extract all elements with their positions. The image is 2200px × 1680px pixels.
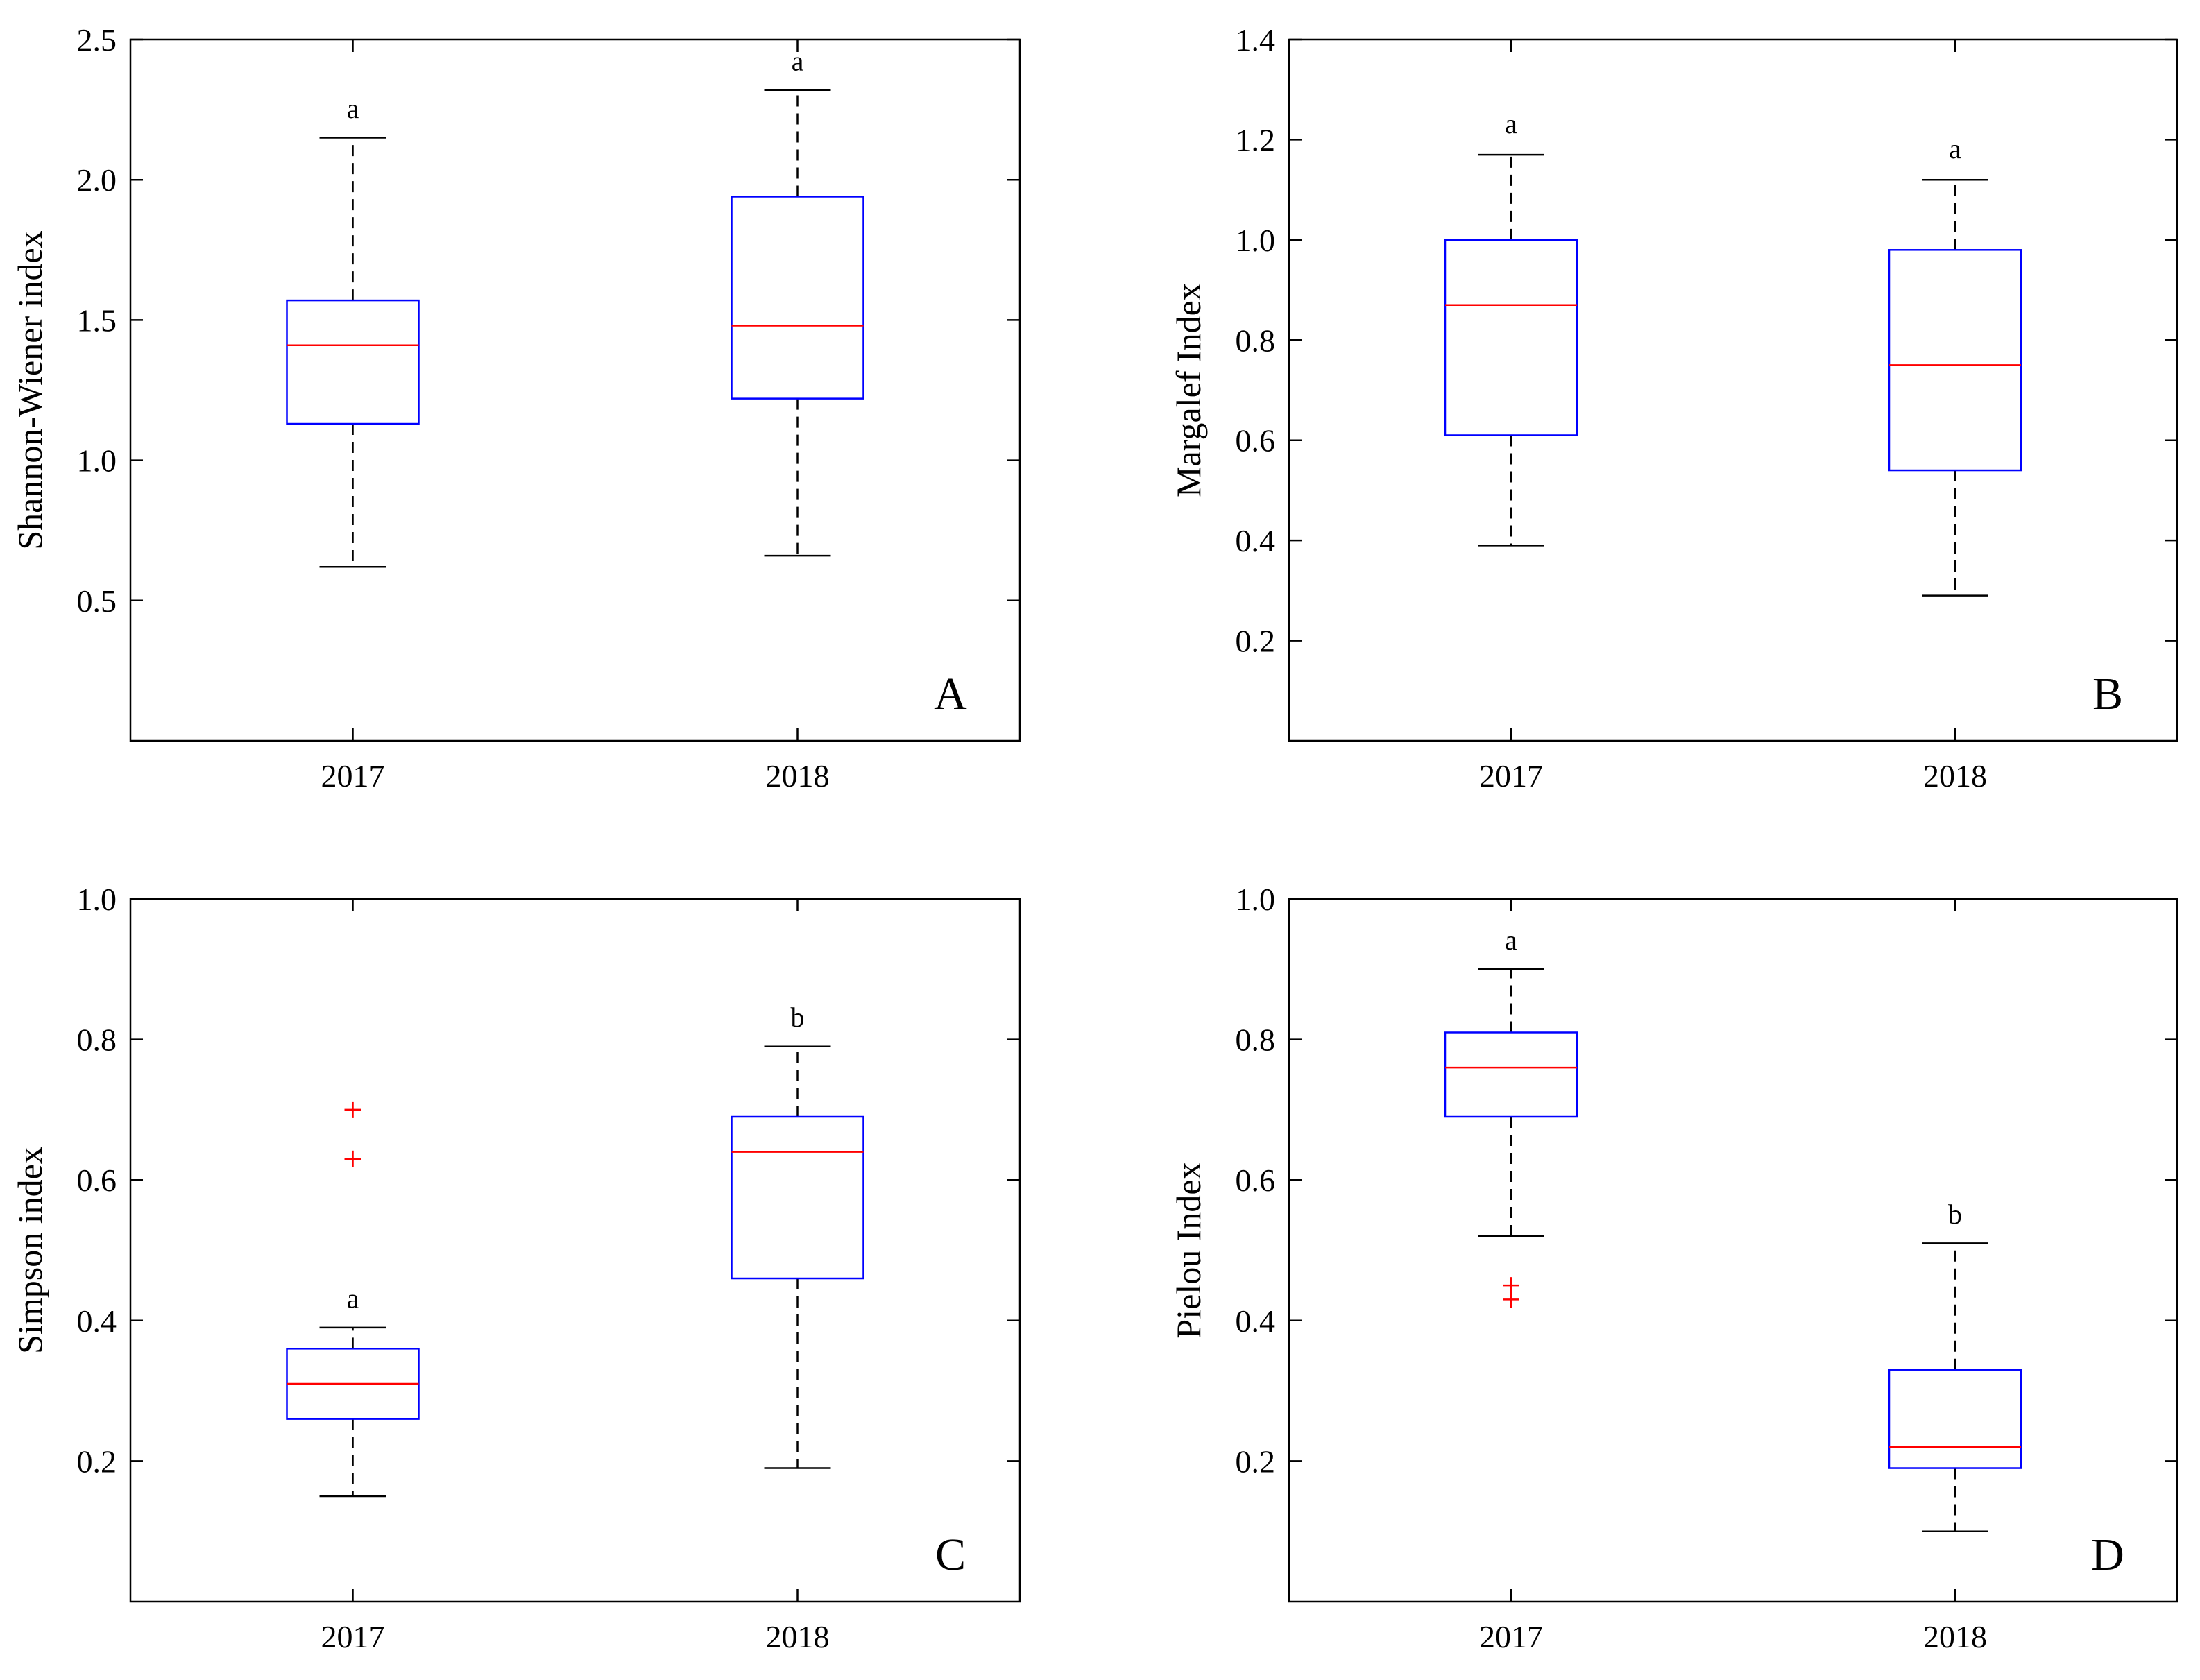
significance-letter: a [1949, 133, 1961, 164]
panel-letter: A [934, 669, 967, 719]
y-tick-label: 0.4 [1236, 523, 1276, 558]
panel-d: 0.2 0.4 0.6 0.8 1.0 2017 2018 Pielou Index Da b [1169, 882, 2178, 1654]
iqr-box [1888, 1369, 2022, 1469]
y-tick-label: 0.6 [77, 1163, 117, 1198]
y-tick-label: 1.2 [1236, 122, 1276, 157]
box-2017: a [286, 1101, 420, 1498]
y-tick-label: 1.0 [77, 443, 117, 479]
panel-c: 0.2 0.4 0.6 0.8 1.0 2017 2018 Simpson index Ca b [10, 882, 1021, 1654]
x-tick-label: 2018 [766, 1619, 830, 1654]
iqr-box [1444, 239, 1578, 436]
y-axis-label: Pielou Index [1169, 1162, 1208, 1338]
y-tick-label: 1.0 [1236, 223, 1276, 258]
outlier-marker [344, 1150, 361, 1167]
y-tick-label: 0.6 [1236, 1163, 1276, 1198]
axes-frame [129, 38, 1021, 742]
y-tick-label: 0.8 [77, 1022, 117, 1058]
box-2018: b [1888, 1199, 2022, 1532]
box-2017: a [1444, 108, 1578, 547]
iqr-box [286, 299, 420, 425]
y-tick-label: 2.5 [77, 22, 117, 58]
iqr-box [731, 196, 864, 400]
panel-letter: B [2092, 669, 2123, 719]
box-2018: a [731, 45, 864, 557]
box-2017: a [286, 93, 420, 568]
y-tick-label: 2.0 [77, 162, 117, 198]
box-2017: a [1444, 925, 1578, 1308]
panel-a: 0.5 1.0 1.5 2.0 2.5 2017 2018 Shannon-Wiener in… [10, 22, 1021, 794]
y-tick-label: 0.4 [77, 1303, 117, 1339]
x-tick-label: 2017 [1479, 1619, 1543, 1654]
significance-letter: a [792, 45, 804, 76]
significance-letter: b [1948, 1199, 1962, 1230]
outlier-marker [1503, 1291, 1519, 1308]
y-axis-label: Margalef Index [1169, 283, 1208, 497]
x-tick-label: 2018 [1923, 1619, 1987, 1654]
x-tick-label: 2018 [766, 758, 830, 794]
panel-letter: D [2091, 1529, 2124, 1580]
y-axis-label: Shannon-Wiener index [10, 230, 49, 549]
panel-b: 0.2 0.4 0.6 0.8 1.0 1.2 1.4 2017 2018 Margalef In… [1169, 22, 2178, 794]
y-tick-label: 0.8 [1236, 323, 1276, 358]
iqr-box [1444, 1031, 1578, 1118]
box-2018: a [1888, 133, 2022, 597]
y-tick-label: 0.2 [1236, 624, 1276, 659]
y-tick-label: 0.5 [77, 583, 117, 619]
y-tick-label: 0.6 [1236, 423, 1276, 458]
iqr-box [731, 1115, 864, 1280]
x-tick-label: 2017 [321, 758, 385, 794]
x-tick-label: 2018 [1923, 758, 1987, 794]
y-tick-label: 0.4 [1236, 1303, 1276, 1339]
outlier-marker [344, 1101, 361, 1118]
axes-frame [1288, 38, 2178, 742]
significance-letter: a [1505, 925, 1517, 956]
y-tick-label: 1.0 [1236, 882, 1276, 917]
y-tick-label: 0.2 [1236, 1443, 1276, 1479]
y-tick-label: 0.2 [77, 1443, 117, 1479]
x-tick-label: 2017 [321, 1619, 385, 1654]
significance-letter: a [347, 1283, 359, 1314]
y-tick-label: 1.4 [1236, 22, 1276, 58]
iqr-box [1888, 249, 2022, 472]
box-2018: b [731, 1002, 864, 1469]
y-tick-label: 1.0 [77, 882, 117, 917]
y-tick-label: 0.8 [1236, 1022, 1276, 1058]
significance-letter: b [791, 1002, 805, 1033]
significance-letter: a [1505, 108, 1517, 139]
y-axis-label: Simpson index [10, 1147, 49, 1354]
axes-frame [1288, 898, 2178, 1603]
y-tick-label: 1.5 [77, 302, 117, 338]
outlier-marker [1503, 1277, 1519, 1294]
x-tick-label: 2017 [1479, 758, 1543, 794]
axes-frame [129, 898, 1021, 1603]
significance-letter: a [347, 93, 359, 124]
panel-letter: C [935, 1529, 966, 1580]
